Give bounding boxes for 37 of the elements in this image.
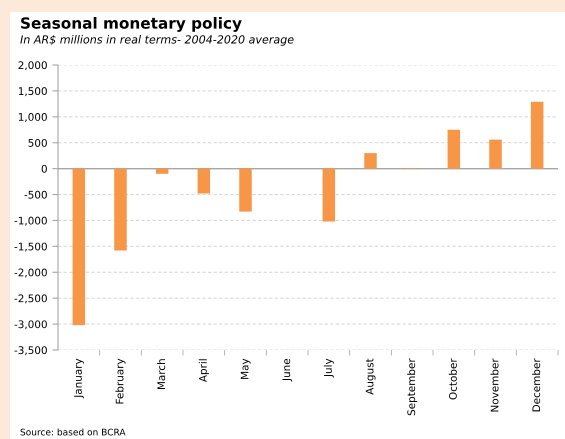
bar [448, 130, 460, 169]
y-tick-label: 0 [42, 164, 47, 173]
chart-subtitle: In AR$ millions in real terms- 2004-2020 average [20, 35, 294, 46]
bar [322, 168, 336, 222]
y-tick-label: 1,500 [18, 87, 47, 96]
bar [489, 140, 502, 169]
y-tick-label: -2,500 [14, 294, 47, 304]
x-tick-label: April [198, 359, 209, 382]
y-tick-label: 2,000 [18, 61, 47, 70]
chart-title: Seasonal monetary policy [21, 17, 242, 32]
y-tick-label: 1,000 [18, 113, 47, 122]
y-tick-label: -3,000 [14, 320, 47, 330]
x-tick-label: June [282, 358, 292, 382]
x-tick-label: July [324, 358, 334, 378]
x-tick-label: November [490, 358, 499, 412]
bar [114, 168, 127, 251]
x-tick-label: February [115, 358, 126, 404]
x-tick-label: August [366, 358, 376, 395]
x-tick-label: September [407, 358, 418, 416]
x-tick-label: December [532, 358, 540, 412]
x-tick-label: March [157, 359, 166, 390]
x-tick-label: October [448, 358, 457, 400]
y-tick-label: -500 [24, 190, 47, 199]
x-tick-label: January [74, 358, 84, 398]
y-tick-label: 500 [28, 138, 47, 147]
bar [239, 168, 252, 212]
y-tick-label: -1,000 [14, 216, 47, 226]
y-tick-label: -3,500 [14, 346, 47, 356]
bar [530, 102, 544, 169]
bar [364, 153, 377, 169]
y-tick-label: -2,000 [14, 268, 47, 278]
y-tick-label: -1,500 [14, 242, 47, 252]
bar [72, 168, 86, 326]
bar [156, 168, 168, 174]
x-tick-label: May [240, 358, 251, 379]
bar [198, 168, 210, 194]
source-note: Source: based on BCRA [20, 428, 126, 436]
